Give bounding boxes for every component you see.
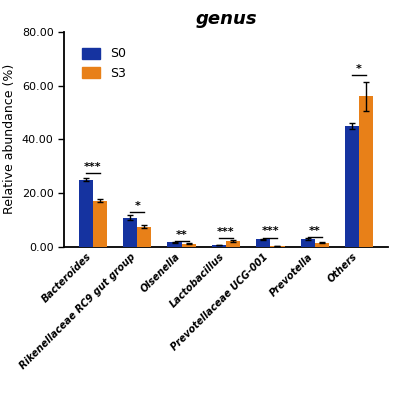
Text: ***: ***	[262, 226, 279, 236]
Bar	[300, 239, 315, 247]
Text: **: **	[176, 230, 188, 240]
Bar	[137, 226, 152, 247]
Text: *: *	[134, 201, 140, 211]
Bar	[270, 246, 284, 247]
Title: genus: genus	[195, 10, 257, 27]
Bar	[315, 243, 329, 247]
Text: ***: ***	[84, 162, 102, 172]
Legend: S0, S3: S0, S3	[77, 43, 132, 85]
Bar	[359, 96, 373, 247]
Bar	[182, 244, 196, 247]
Bar	[123, 218, 137, 247]
Bar	[212, 245, 226, 247]
Bar	[345, 126, 359, 247]
Bar	[79, 179, 93, 247]
Bar	[226, 240, 240, 247]
Text: ***: ***	[217, 227, 235, 237]
Text: *: *	[356, 64, 362, 74]
Bar	[93, 201, 107, 247]
Y-axis label: Relative abundance (%): Relative abundance (%)	[3, 64, 16, 215]
Text: **: **	[309, 226, 320, 236]
Bar	[168, 242, 182, 247]
Bar	[256, 239, 270, 247]
